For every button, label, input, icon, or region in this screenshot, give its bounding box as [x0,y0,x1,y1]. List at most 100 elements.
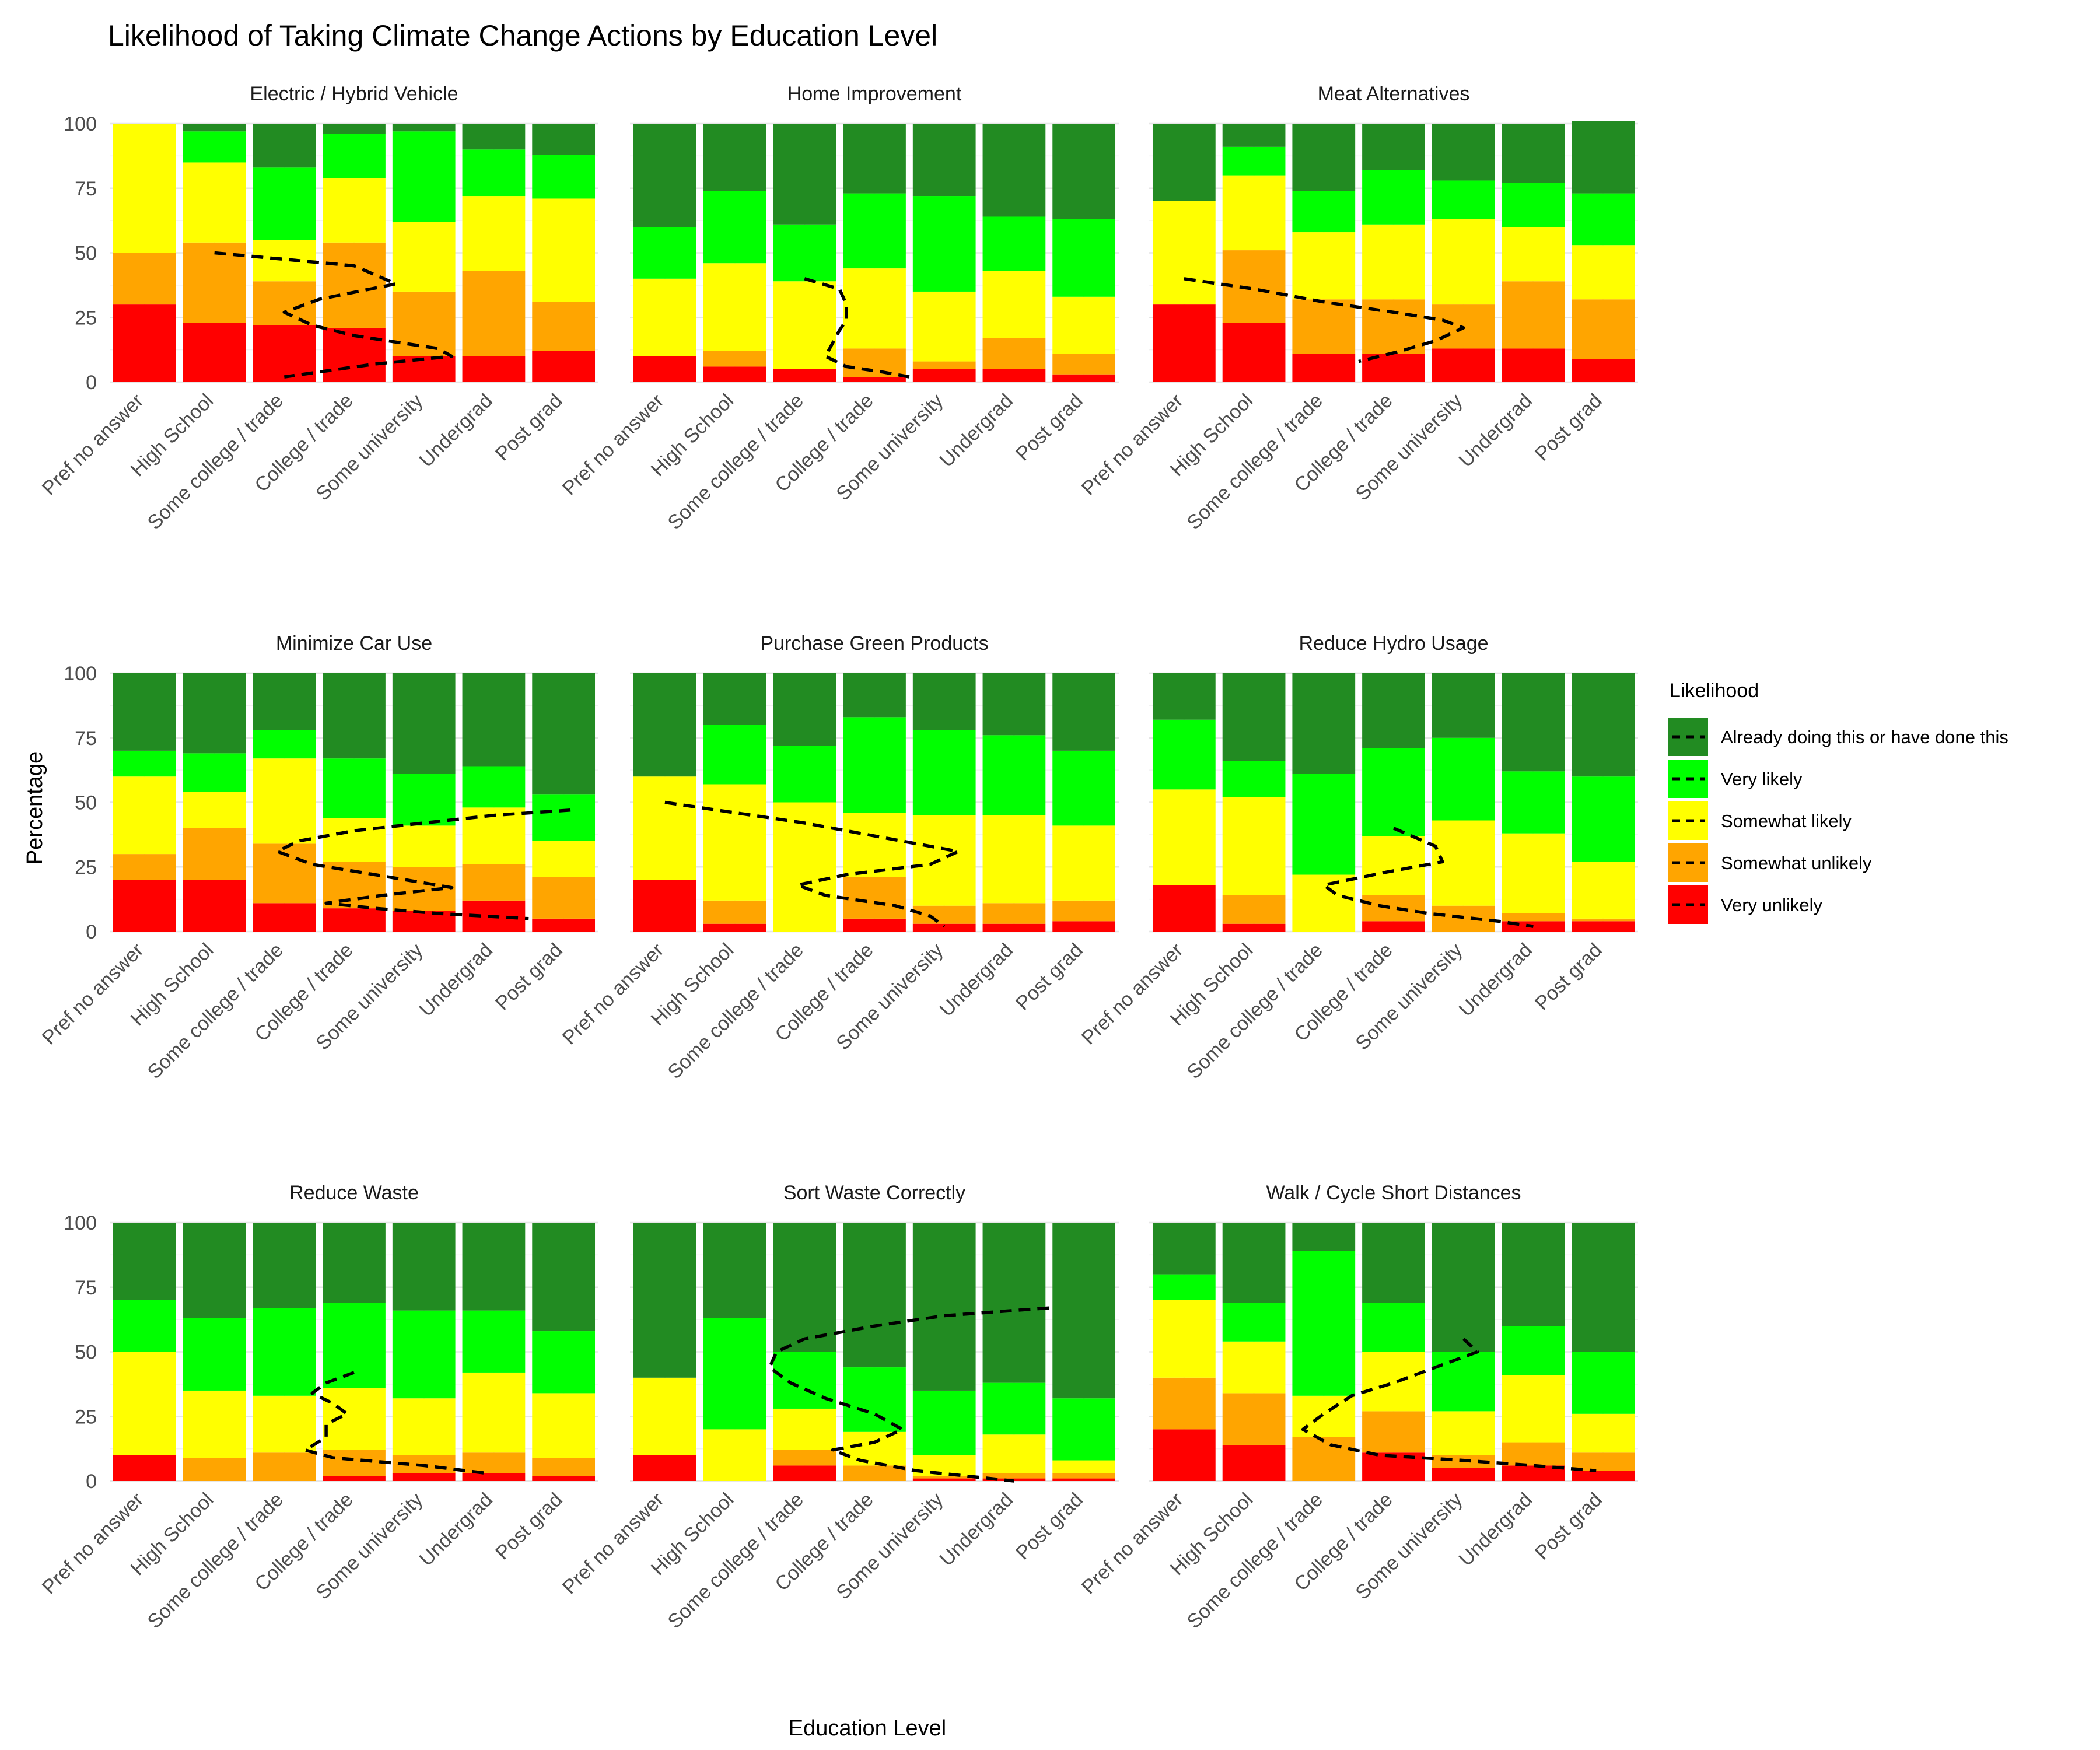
bar-segment-somewhat-likely [462,1372,526,1453]
bar-segment-somewhat-likely [183,162,246,243]
bar-segment-somewhat-likely [323,178,386,243]
bar-segment-somewhat-likely [183,792,246,828]
bar-segment-somewhat-unlikely [113,854,176,880]
bar-segment-very-unlikely [1052,921,1116,932]
bar-segment-already-doing-this-or-have-done-this [982,1223,1046,1383]
legend: Likelihood Already doing this or have do… [1668,680,2008,924]
bar-segment-already-doing-this-or-have-done-this [1502,1223,1565,1326]
bar-segment-very-likely [1502,1326,1565,1376]
bar-segment-very-likely [703,1318,766,1430]
dashed-line [303,1371,487,1475]
x-tick-label: Some college / trade [664,939,808,1083]
bar-segment-somewhat-likely [703,263,766,351]
bar-segment-very-likely [1222,761,1286,797]
bar-segment-somewhat-likely [1052,825,1116,901]
bar-segment-already-doing-this-or-have-done-this [323,124,386,134]
dashed-line [804,277,910,379]
bar-segment-already-doing-this-or-have-done-this [1572,1223,1635,1352]
panel-title: Purchase Green Products [760,632,988,654]
bar-segment-very-unlikely [183,880,246,932]
bar-segment-very-unlikely [1572,1471,1635,1481]
bar-segment-already-doing-this-or-have-done-this [912,673,976,730]
dashed-line [1322,827,1534,928]
bar-segment-very-likely [462,766,526,808]
bar-segment-very-likely [323,134,386,178]
bar-segment-very-unlikely [532,351,596,382]
bar-segment-somewhat-unlikely [982,338,1046,369]
bar-segment-very-unlikely [113,304,176,382]
bar-segment-very-unlikely [633,880,696,932]
bar-segment-somewhat-likely [982,271,1046,338]
x-tick-label: Some college / trade [1183,390,1327,534]
bar-segment-very-unlikely [253,903,316,932]
bar-segment-already-doing-this-or-have-done-this [1572,121,1635,194]
x-tick-label: Undergrad [936,390,1017,471]
bar-segment-already-doing-this-or-have-done-this [183,1223,246,1318]
x-tick-label: Undergrad [936,939,1017,1021]
bar-segment-very-likely [1572,776,1635,862]
bar-segment-very-likely [843,717,906,813]
bar-segment-somewhat-unlikely [183,828,246,880]
bar-segment-somewhat-unlikely [1222,895,1286,924]
bar-segment-somewhat-likely [1502,833,1565,914]
bar-segment-somewhat-likely [912,1455,976,1476]
bar-segment-somewhat-likely [703,784,766,901]
bar-segment-very-likely [183,1318,246,1391]
bar-segment-very-likely [532,794,596,841]
x-tick-label: Post grad [1012,1489,1087,1564]
bar-segment-somewhat-likely [1052,1460,1116,1474]
bar-segment-very-unlikely [113,880,176,932]
bar-segment-very-unlikely [633,356,696,382]
bar-segment-very-unlikely [843,377,906,382]
panel-electric-hybrid-vehicle: Electric / Hybrid Vehicle 0 25 50 75 100 Pref … [38,83,598,534]
bar-segment-very-likely [462,1310,526,1373]
bar-segment-very-likely [703,724,766,785]
bar-segment-very-unlikely [462,1473,526,1481]
bar-segment-somewhat-likely [253,240,316,282]
bar-segment-already-doing-this-or-have-done-this [323,1223,386,1303]
bar-segment-very-likely [253,730,316,759]
y-tick-label: 0 [86,1471,97,1493]
y-tick-label: 25 [75,1406,97,1428]
bar-segment-already-doing-this-or-have-done-this [633,673,696,777]
bar-segment-somewhat-unlikely [1362,1411,1425,1453]
bar-segment-somewhat-unlikely [253,1452,316,1481]
bar-segment-very-unlikely [912,1478,976,1481]
bar-segment-already-doing-this-or-have-done-this [773,124,836,225]
bar-segment-somewhat-unlikely [912,905,976,924]
x-tick-label: Undergrad [1455,1489,1536,1570]
x-tick-label: Pref no answer [38,1489,148,1599]
bar-segment-very-unlikely [843,918,906,932]
bar-segment-already-doing-this-or-have-done-this [253,673,316,730]
bar-segment-already-doing-this-or-have-done-this [1292,1223,1356,1251]
panel-minimize-car-use: Minimize Car Use 0 25 50 75 100 Pref no answer… [38,632,598,1083]
bar-segment-somewhat-unlikely [1292,299,1356,354]
facet-panels: Electric / Hybrid Vehicle 0 25 50 75 100 Pref … [38,83,1638,1633]
bar-segment-very-unlikely [323,908,386,932]
bar-segment-somewhat-likely [843,813,906,877]
bar-segment-very-likely [1052,219,1116,297]
bar-segment-somewhat-unlikely [392,867,456,911]
bar-segment-already-doing-this-or-have-done-this [1052,1223,1116,1399]
legend-item-somewhat-likely: Somewhat likely [1668,802,1852,840]
x-tick-label: Some college / trade [1183,939,1327,1083]
bar-segment-somewhat-unlikely [532,302,596,351]
y-tick-label: 0 [86,372,97,394]
bar-segment-very-unlikely [1432,1468,1495,1481]
bar-segment-very-likely [183,753,246,792]
bar-segment-somewhat-likely [703,1429,766,1481]
x-tick-label: Post grad [491,939,567,1015]
bar-segment-very-likely [912,1390,976,1455]
bar-segment-very-unlikely [392,911,456,932]
bar-segment-already-doing-this-or-have-done-this [843,124,906,194]
bar-segment-somewhat-likely [1222,175,1286,251]
panel-title: Reduce Waste [289,1182,419,1204]
bar-segment-somewhat-likely [1432,1411,1495,1455]
x-tick-label: Pref no answer [558,939,668,1049]
bar-segment-very-likely [1152,1274,1216,1300]
bar-segment-very-likely [982,1382,1046,1435]
x-tick-label: Undergrad [415,939,497,1021]
bar-segment-very-likely [323,758,386,818]
y-tick-label: 100 [64,1212,97,1234]
